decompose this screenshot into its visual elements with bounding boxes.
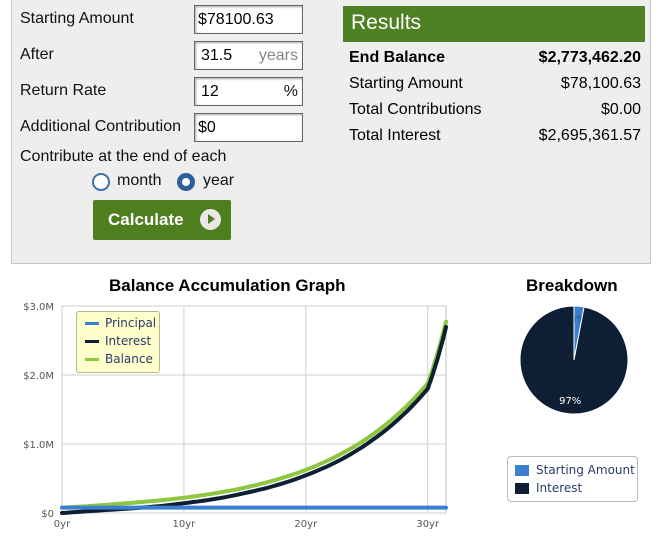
percent-unit: %: [283, 83, 298, 100]
pie-value-label: 97%: [559, 396, 581, 407]
contribute-label: Contribute at the end of each: [20, 148, 227, 165]
principal-swatch: [85, 322, 99, 325]
result-row-starting-amount: Starting Amount $78,100.63: [349, 75, 641, 97]
y-tick-label: $3.0M: [23, 302, 54, 313]
result-row-total-contributions: Total Contributions $0.00: [349, 101, 641, 123]
result-value: $2,695,361.57: [538, 127, 641, 144]
breakdown-pie-chart: 3% 97%: [519, 305, 629, 415]
return-rate-label: Return Rate: [20, 82, 107, 99]
legend-interest: Interest: [105, 334, 152, 348]
x-tick-label: 20yr: [294, 519, 318, 530]
result-row-end-balance: End Balance $2,773,462.20: [349, 49, 641, 71]
balance-accumulation-chart: $0 $1.0M $2.0M $3.0M 0yr 10yr 20yr 30yr: [23, 302, 448, 530]
breakdown-title: Breakdown: [526, 276, 618, 295]
series-line-balance: [60, 319, 448, 510]
interest-swatch: [85, 340, 99, 343]
chart-legend: Principal Interest Balance: [76, 311, 160, 373]
legend-balance: Balance: [105, 352, 153, 366]
result-value: $2,773,462.20: [538, 49, 641, 66]
starting-amount-input[interactable]: $78100.63: [194, 5, 303, 34]
y-tick-label: $2.0M: [23, 371, 54, 382]
balance-swatch: [85, 358, 99, 361]
pie-slice-interest: [519, 305, 629, 415]
play-arrow-icon: [200, 209, 221, 230]
calculate-label: Calculate: [108, 210, 184, 229]
x-tick-label: 30yr: [416, 519, 440, 530]
x-tick-label: 10yr: [173, 519, 197, 530]
x-tick-label: 0yr: [54, 519, 71, 530]
after-input[interactable]: 31.5 years: [194, 41, 303, 70]
results-header: Results: [343, 6, 645, 42]
legend-interest-label: Interest: [536, 481, 583, 495]
starting-amount-swatch: [515, 465, 529, 476]
month-radio[interactable]: [92, 173, 110, 191]
after-label: After: [20, 46, 54, 63]
return-rate-value: 12: [201, 83, 219, 100]
result-value: $0.00: [600, 101, 641, 118]
breakdown-legend: Starting Amount Interest: [507, 456, 638, 502]
interest-swatch: [515, 483, 529, 494]
y-tick-label: $0: [41, 509, 54, 520]
result-label: End Balance: [349, 49, 446, 66]
additional-contribution-input[interactable]: $0: [194, 113, 303, 142]
y-tick-label: $1.0M: [23, 440, 54, 451]
legend-starting-amount-label: Starting Amount: [536, 463, 635, 477]
return-rate-input[interactable]: 12 %: [194, 77, 303, 106]
balance-graph-title: Balance Accumulation Graph: [109, 276, 346, 295]
result-label: Total Interest: [349, 127, 441, 144]
year-radio[interactable]: [177, 173, 195, 191]
month-option-label[interactable]: month: [117, 172, 162, 189]
result-label: Total Contributions: [349, 101, 482, 118]
years-unit: years: [258, 47, 298, 64]
after-value: 31.5: [201, 47, 233, 64]
result-label: Starting Amount: [349, 75, 463, 92]
starting-amount-label: Starting Amount: [20, 10, 134, 27]
year-option-label[interactable]: year: [203, 172, 235, 189]
pie-value-label: 3%: [570, 314, 586, 325]
legend-principal: Principal: [105, 316, 157, 330]
result-row-total-interest: Total Interest $2,695,361.57: [349, 127, 641, 149]
result-value: $78,100.63: [560, 75, 641, 92]
calculate-button[interactable]: Calculate: [93, 200, 231, 240]
additional-contribution-label: Additional Contribution: [20, 118, 181, 135]
